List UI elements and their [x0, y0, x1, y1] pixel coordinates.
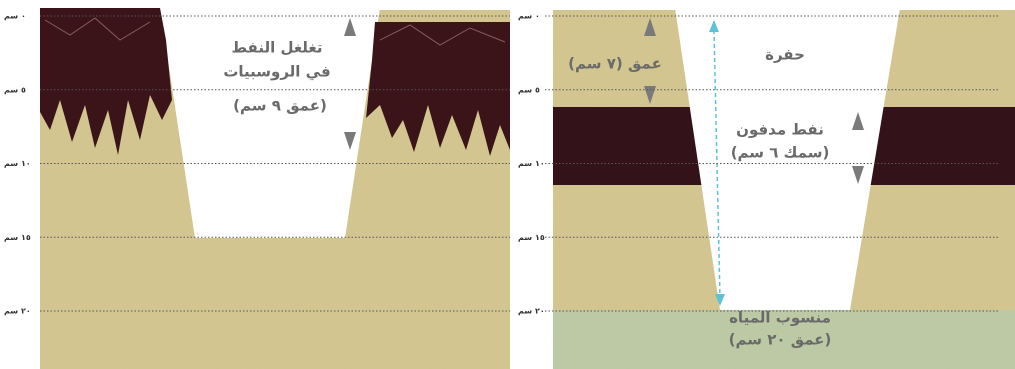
- label: (سمك ٦ سم): [731, 144, 830, 162]
- depth-label: ٢٠ سم: [518, 307, 545, 316]
- label: تغلغل النفط: [231, 39, 322, 57]
- depth-label: ١٥ سم: [518, 233, 545, 242]
- label: (عمق ٢٠ سم): [729, 331, 832, 349]
- depth-label: ٥ سم: [518, 85, 540, 94]
- label: عمق (٧ سم): [568, 55, 662, 73]
- depth-label: ٢٠ سم: [4, 307, 31, 316]
- label: نفط مدفون: [736, 121, 824, 139]
- depth-label: ٠ سم: [4, 12, 26, 21]
- depth-label: ١٠ سم: [518, 159, 545, 168]
- left-panel: تغلغل النفط في الروسبيات (عمق ٩ سم): [40, 8, 510, 369]
- label: حفرة: [765, 46, 805, 64]
- depth-label: ٠ سم: [518, 12, 540, 21]
- label: (عمق ٩ سم): [233, 97, 327, 115]
- depth-label: ٥ سم: [4, 85, 26, 94]
- label: في الروسبيات: [223, 63, 330, 81]
- depth-label: ١٥ سم: [4, 233, 31, 242]
- depth-label: ١٠ سم: [4, 159, 31, 168]
- diagram: تغلغل النفط في الروسبيات (عمق ٩ سم) حفرة…: [0, 0, 1015, 369]
- right-panel: حفرة عمق (٧ سم) نفط مدفون (سمك ٦ سم) منس…: [553, 8, 1015, 369]
